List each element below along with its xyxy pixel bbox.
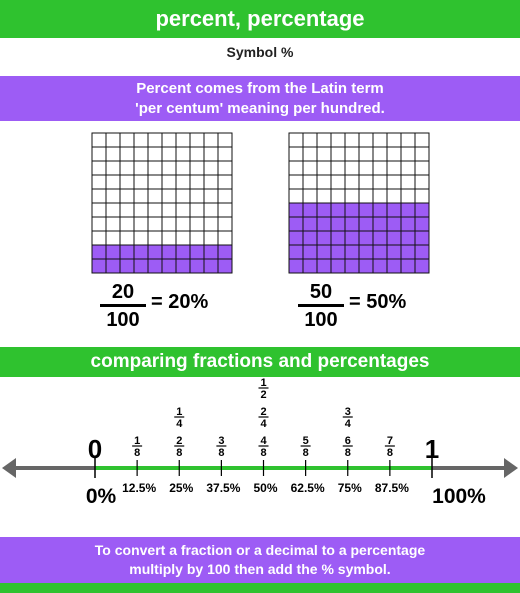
- tick-percent-label: 87.5%: [375, 481, 409, 495]
- fraction-denominator: 4: [260, 418, 267, 430]
- intro-line-1: Percent comes from the Latin term: [136, 80, 384, 97]
- left-arrow-icon: [2, 458, 16, 478]
- end-label: 1: [425, 434, 439, 464]
- fraction-numerator: 4: [260, 435, 267, 447]
- fraction-numerator: 50: [298, 280, 344, 307]
- conclusion-line-1: To convert a fraction or a decimal to a …: [94, 542, 426, 558]
- fraction-denominator: 100: [304, 309, 338, 331]
- start-percent: 0%: [86, 485, 117, 508]
- section-title: comparing fractions and percentages: [0, 347, 520, 377]
- fraction-numerator: 2: [176, 435, 182, 447]
- fraction-denominator: 4: [176, 418, 183, 430]
- fraction-denominator: 8: [134, 447, 140, 459]
- tick-percent-label: 37.5%: [206, 481, 240, 495]
- start-label: 0: [88, 434, 102, 464]
- fraction-20-100: 20 100: [100, 280, 146, 333]
- bottom-stripe: [0, 583, 520, 593]
- fraction-numerator: 3: [218, 435, 224, 447]
- fraction-denominator: 8: [176, 447, 182, 459]
- tick-percent-label: 25%: [169, 481, 193, 495]
- hundred-grid-2: [288, 132, 430, 274]
- conclusion-line-2: multiply by 100 then add the % symbol.: [129, 561, 391, 577]
- fraction-denominator: 8: [303, 447, 309, 459]
- fraction-denominator: 2: [260, 389, 266, 401]
- fraction-denominator: 8: [345, 447, 351, 459]
- intro-banner: Percent comes from the Latin term 'per c…: [0, 76, 520, 121]
- fraction-numerator: 20: [100, 280, 146, 307]
- page-title: percent, percentage: [0, 0, 520, 38]
- fraction-numerator: 6: [345, 435, 351, 447]
- fraction-numerator: 5: [303, 435, 309, 447]
- tick-percent-label: 75%: [338, 481, 362, 495]
- intro-line-2: 'per centum' meaning per hundred.: [135, 100, 385, 117]
- right-arrow-icon: [504, 458, 518, 478]
- fraction-numerator: 1: [176, 406, 182, 418]
- fraction-numerator: 1: [134, 435, 140, 447]
- grid-cell-filled: [414, 258, 430, 274]
- hundred-grid-1: [91, 132, 233, 274]
- fraction-denominator: 8: [218, 447, 224, 459]
- fraction-numerator: 3: [345, 406, 351, 418]
- conclusion-banner: To convert a fraction or a decimal to a …: [0, 537, 520, 583]
- grid-cell-filled: [217, 258, 233, 274]
- fraction-denominator: 8: [387, 447, 393, 459]
- tick-percent-label: 62.5%: [291, 481, 325, 495]
- tick-percent-label: 50%: [253, 481, 277, 495]
- tick-percent-label: 12.5%: [122, 481, 156, 495]
- symbol-line: Symbol %: [226, 44, 294, 60]
- equals-50-percent: = 50%: [349, 291, 407, 313]
- fraction-numerator: 7: [387, 435, 393, 447]
- fraction-50-100: 50 100: [298, 280, 344, 333]
- fraction-numerator: 1: [260, 377, 266, 389]
- fraction-numerator: 2: [260, 406, 266, 418]
- fraction-denominator: 8: [260, 447, 266, 459]
- end-percent: 100%: [432, 485, 486, 508]
- fraction-denominator: 4: [345, 418, 352, 430]
- equals-20-percent: = 20%: [151, 291, 209, 313]
- fraction-denominator: 100: [106, 309, 140, 331]
